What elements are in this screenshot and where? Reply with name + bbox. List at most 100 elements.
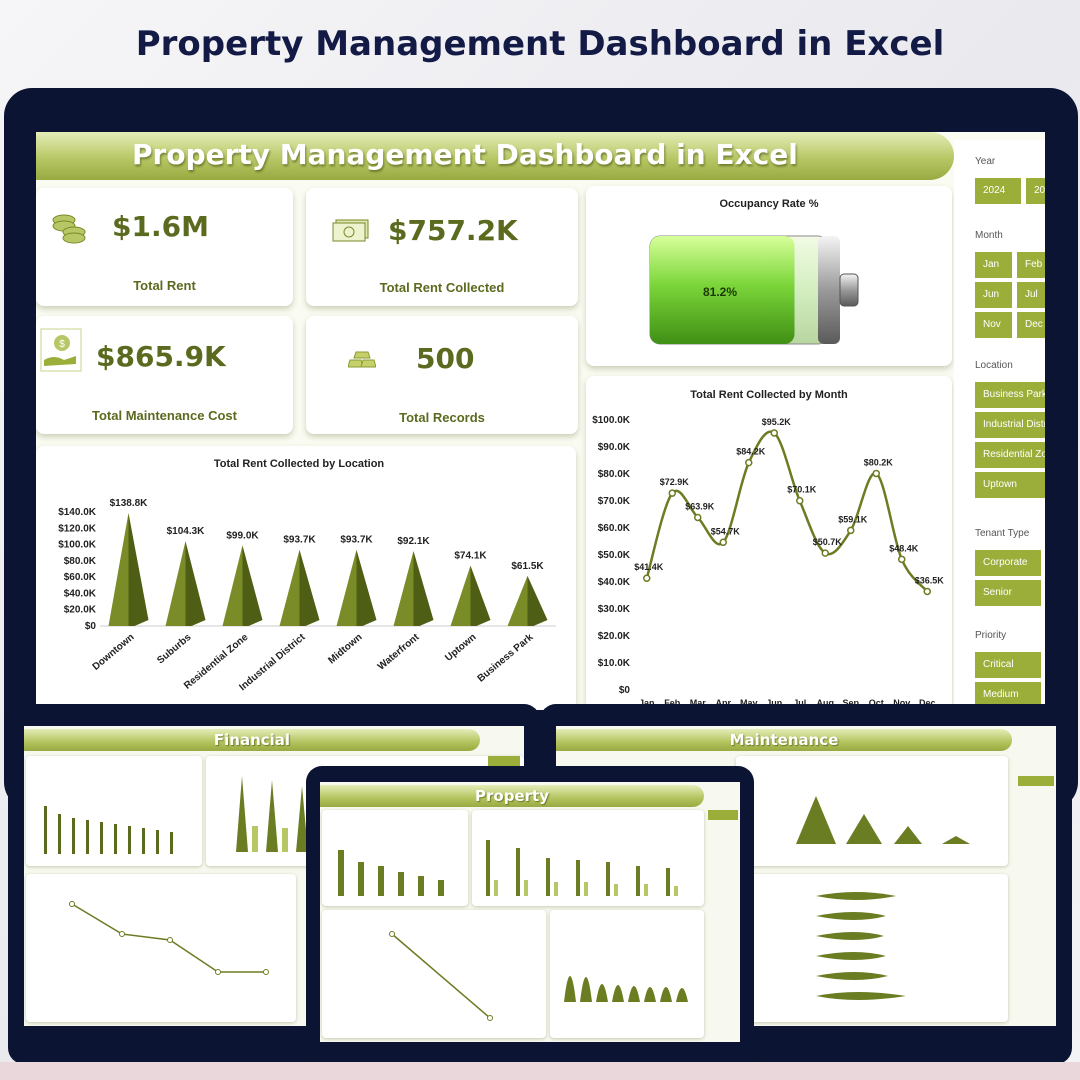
slicer-month-nov[interactable]: Nov [975, 312, 1012, 338]
slicer-tenant-corporate[interactable]: Corporate [975, 550, 1041, 576]
line-data-label: $84.2K [736, 447, 766, 457]
slicer-month-feb[interactable]: Feb [1017, 252, 1045, 278]
occupancy-card: Occupancy Rate % 81.2% [586, 186, 952, 366]
coins-icon [52, 214, 86, 244]
mini-slicer [488, 756, 520, 766]
line-data-label: $95.2K [762, 417, 792, 427]
series-line [645, 430, 929, 593]
line-data-label: $41.4K [634, 562, 664, 572]
mini-chart-card [322, 810, 468, 906]
x-tick-label: Nov [893, 698, 910, 708]
line-point [821, 549, 829, 557]
x-tick-label: Jul [793, 698, 806, 708]
mini-chart-card [472, 810, 704, 906]
slicer-location-uptown[interactable]: Uptown [975, 472, 1045, 498]
slicer-month-label: Month [975, 230, 1003, 241]
mini-chart-card [550, 910, 704, 1038]
kpi-label: Total Rent [133, 278, 196, 293]
mini-chart [796, 796, 970, 844]
y-tick-label: $80.0K [64, 556, 97, 567]
x-tick-label: Suburbs [155, 632, 193, 667]
mini-chart [236, 776, 308, 852]
pyramid-bar-left [507, 575, 528, 626]
pyramid-bar-left [279, 549, 300, 626]
slicer-location-industrial[interactable]: Industrial Distr [975, 412, 1045, 438]
kpi-value: $1.6M [112, 210, 209, 243]
y-tick-label: $20.0K [598, 631, 631, 642]
line-point [898, 555, 906, 564]
occupancy-title: Occupancy Rate % [719, 198, 819, 210]
main-dashboard-screen: Property Management Dashboard in Excel $… [36, 132, 1045, 710]
x-tick-label: Feb [664, 698, 681, 708]
kpi-label: Total Records [399, 410, 485, 425]
line-data-label: $70.1K [787, 485, 817, 495]
property-screen: Property [320, 782, 740, 1042]
dashboard-banner-title: Property Management Dashboard in Excel [132, 138, 798, 171]
rent-by-location-chart: Total Rent Collected by Location $140.0K… [58, 458, 556, 693]
slicer-tenant-senior[interactable]: Senior [975, 580, 1041, 606]
pyramid-bar-left [393, 551, 414, 626]
pyramid-bar-left [450, 565, 471, 626]
line-data-label: $36.5K [915, 575, 945, 585]
y-tick-label: $0 [85, 621, 97, 632]
gold-bars-icon [348, 351, 376, 368]
line-data-label: $54.7K [711, 526, 741, 536]
slicer-year-next[interactable]: 20 [1026, 178, 1045, 204]
slicer-location-residential[interactable]: Residential Zon [975, 442, 1045, 468]
y-tick-label: $10.0K [598, 658, 631, 669]
slicer-location-business-park[interactable]: Business Park [975, 382, 1045, 408]
slicer-priority-critical[interactable]: Critical [975, 652, 1041, 678]
slicer-location-label: Location [975, 360, 1013, 371]
slicer-month-dec[interactable]: Dec [1017, 312, 1045, 338]
mini-slicer [1018, 776, 1054, 786]
kpi-card-total-rent: $1.6M Total Rent [36, 188, 293, 306]
slicer-priority-medium[interactable]: Medium [975, 682, 1041, 708]
line-point [847, 526, 855, 535]
x-tick-label: Aug [817, 698, 835, 708]
y-tick-label: $50.0K [598, 550, 631, 561]
laptop-base [0, 1062, 1080, 1080]
slicer-month-jul[interactable]: Jul [1017, 282, 1045, 308]
slicer-month-jun[interactable]: Jun [975, 282, 1012, 308]
bar-data-label: $61.5K [511, 561, 544, 572]
mini-chart [389, 931, 493, 1021]
y-tick-label: $0 [619, 685, 631, 696]
bar-data-label: $138.8K [110, 498, 149, 509]
x-tick-label: Dec [919, 698, 936, 708]
mini-chart-card [26, 756, 202, 866]
rent-by-month-card: Total Rent Collected by Month $100.0K $90… [586, 376, 952, 710]
line-point [872, 469, 880, 478]
kpi-label: Total Rent Collected [379, 280, 505, 295]
battery-gauge: 81.2% [649, 235, 859, 345]
line-data-label: $59.1K [838, 514, 868, 524]
kpi-label: Total Maintenance Cost [92, 408, 237, 423]
money-hand-icon: $ [40, 328, 82, 372]
kpi-value: $757.2K [388, 214, 518, 247]
x-tick-label: Uptown [443, 632, 478, 664]
chart-title: Total Rent Collected by Location [214, 458, 385, 470]
mini-chart-card [736, 874, 1008, 1022]
line-data-label: $80.2K [864, 457, 894, 467]
slicer-year-2024[interactable]: 2024 [975, 178, 1021, 204]
slicer-year-label: Year [975, 156, 996, 167]
line-data-label: $48.4K [889, 543, 919, 553]
maintenance-banner: Maintenance [556, 729, 1012, 751]
financial-banner: Financial [24, 729, 480, 751]
x-tick-label: Business Park [476, 632, 536, 685]
mini-chart [69, 901, 269, 975]
x-tick-label: Waterfront [376, 631, 422, 672]
slicer-month-jan[interactable]: Jan [975, 252, 1012, 278]
svg-text:$: $ [59, 339, 65, 350]
line-point [668, 489, 676, 497]
line-point [643, 574, 651, 582]
rent-by-location-card: Total Rent Collected by Location $140.0K… [36, 446, 576, 710]
pyramid-bar-right [128, 512, 149, 626]
x-tick-label: Jan [639, 698, 655, 708]
pyramid-bar-right [356, 549, 377, 626]
y-tick-label: $40.0K [598, 577, 631, 588]
pyramid-bar-left [336, 549, 357, 626]
y-tick-label: $70.0K [598, 496, 631, 507]
pyramid-bar-right [413, 551, 434, 626]
mini-chart [44, 806, 173, 854]
pyramid-bar-right [242, 545, 263, 626]
